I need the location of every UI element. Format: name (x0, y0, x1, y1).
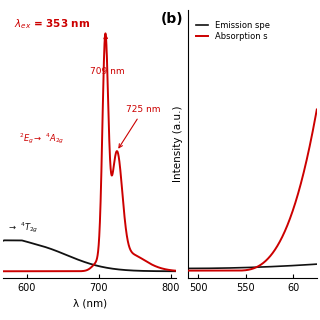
Text: 709 nm: 709 nm (90, 35, 125, 76)
Y-axis label: Intensity (a.u.): Intensity (a.u.) (173, 106, 183, 182)
Text: (b): (b) (160, 12, 183, 26)
Text: 725 nm: 725 nm (119, 105, 161, 148)
X-axis label: λ (nm): λ (nm) (73, 299, 107, 309)
Legend: Emission spe, Absorption s: Emission spe, Absorption s (194, 19, 271, 43)
Text: $^2E_g\rightarrow\ ^4A_{2g}$: $^2E_g\rightarrow\ ^4A_{2g}$ (19, 132, 64, 146)
Text: $\rightarrow\ ^4T_{2g}$: $\rightarrow\ ^4T_{2g}$ (7, 220, 38, 235)
Text: $\lambda_{ex}$ = 353 nm: $\lambda_{ex}$ = 353 nm (13, 18, 90, 31)
